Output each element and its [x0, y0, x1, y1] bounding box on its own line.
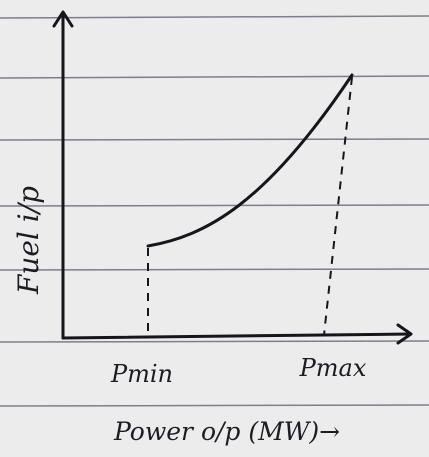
- diagram: Fuel i/p Pmin Pmax Power o/p (MW)→: [0, 0, 429, 457]
- x-tick-label: Pmax: [299, 354, 367, 382]
- y-axis-label: Fuel i/p: [12, 186, 45, 295]
- x-tick-label: Pmin: [110, 360, 173, 388]
- x-axis-label: Power o/p (MW)→: [113, 417, 340, 446]
